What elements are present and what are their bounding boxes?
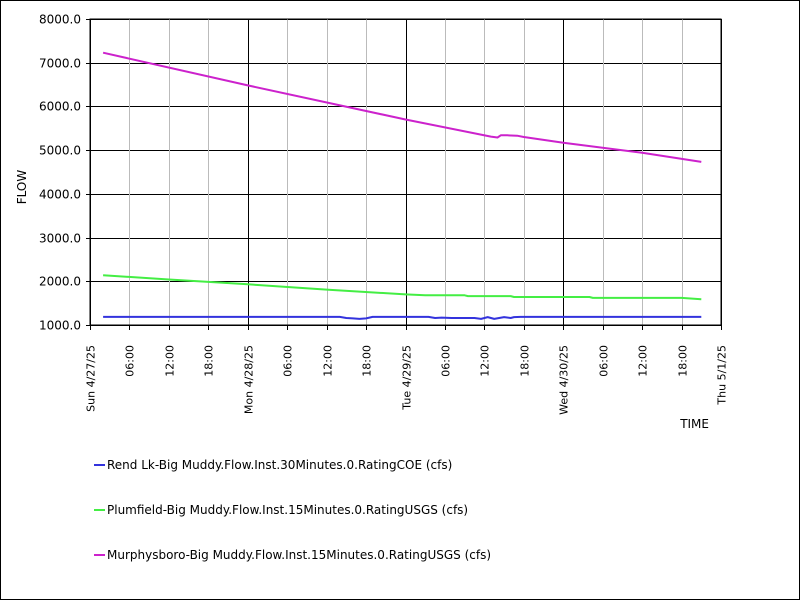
x-axis: Sun 4/27/25 06:00 12:00 18:00 Mon 4/28/25 06:… xyxy=(85,325,729,415)
x-tick-label: Tue 4/29/25 xyxy=(401,345,414,411)
x-tick-label: Sun 4/27/25 xyxy=(85,345,98,412)
y-axis: 1000.0 2000.0 3000.0 4000.0 5000.0 6000.0 7000… xyxy=(39,13,90,333)
x-tick-label: 18:00 xyxy=(677,345,690,377)
series-line-3 xyxy=(102,51,702,163)
x-tick-label: 06:00 xyxy=(440,345,453,377)
legend-item: Murphysboro-Big Muddy.Flow.Inst.15Minute… xyxy=(94,548,491,562)
y-tick-label: 3000.0 xyxy=(39,232,81,246)
series-line-1 xyxy=(103,315,702,320)
plot-border xyxy=(89,18,722,326)
x-axis-title: TIME xyxy=(679,417,709,431)
x-tick-label: 06:00 xyxy=(124,345,137,377)
legend-label: Murphysboro-Big Muddy.Flow.Inst.15Minute… xyxy=(107,548,491,562)
x-tick-label: Wed 4/30/25 xyxy=(558,345,571,415)
legend: Rend Lk-Big Muddy.Flow.Inst.30Minutes.0.… xyxy=(94,458,491,562)
y-tick-label: 5000.0 xyxy=(39,144,81,158)
x-tick-label: 06:00 xyxy=(598,345,611,377)
legend-label: Plumfield-Big Muddy.Flow.Inst.15Minutes.… xyxy=(107,503,468,517)
x-tick-label: Mon 4/28/25 xyxy=(243,345,256,414)
y-tick-label: 4000.0 xyxy=(39,188,81,202)
series-layer xyxy=(102,51,702,320)
legend-item: Rend Lk-Big Muddy.Flow.Inst.30Minutes.0.… xyxy=(94,458,452,472)
y-tick-label: 8000.0 xyxy=(39,13,81,27)
y-tick-label: 6000.0 xyxy=(39,100,81,114)
x-tick-label: 18:00 xyxy=(361,345,374,377)
y-tick-label: 2000.0 xyxy=(39,275,81,289)
legend-label: Rend Lk-Big Muddy.Flow.Inst.30Minutes.0.… xyxy=(107,458,452,472)
x-tick-label: 12:00 xyxy=(637,345,650,377)
plot-area xyxy=(90,19,721,325)
y-tick-label: 7000.0 xyxy=(39,57,81,71)
x-tick-label: 12:00 xyxy=(164,345,177,377)
x-tick-label: 06:00 xyxy=(282,345,295,377)
y-tick-label: 1000.0 xyxy=(39,319,81,333)
x-tick-label: 18:00 xyxy=(203,345,216,377)
x-tick-label: Thu 5/1/25 xyxy=(716,345,729,406)
y-axis-title: FLOW xyxy=(15,170,29,205)
series-line-2 xyxy=(103,274,702,301)
x-tick-label: 12:00 xyxy=(322,345,335,377)
legend-item: Plumfield-Big Muddy.Flow.Inst.15Minutes.… xyxy=(94,503,468,517)
x-tick-label: 12:00 xyxy=(479,345,492,377)
x-tick-label: 18:00 xyxy=(519,345,532,377)
